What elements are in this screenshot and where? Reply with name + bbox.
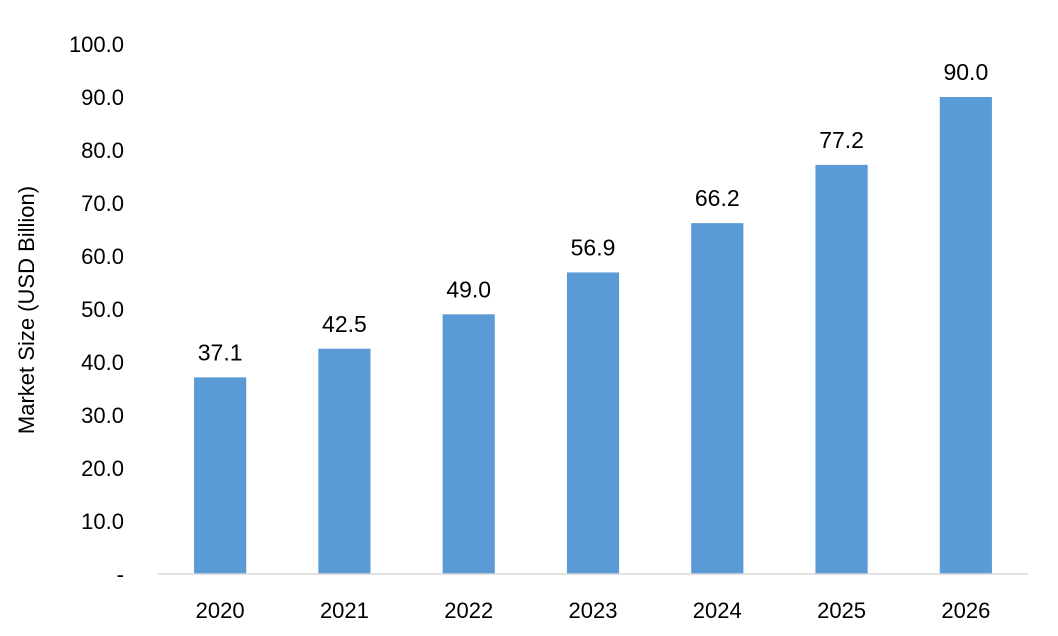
data-label: 37.1 (198, 339, 243, 365)
data-label: 42.5 (322, 311, 367, 337)
bar (442, 314, 495, 574)
y-tick-label: 40.0 (81, 350, 124, 375)
x-tick-label: 2026 (941, 598, 990, 623)
data-label: 49.0 (446, 276, 491, 302)
data-label: 90.0 (943, 59, 988, 85)
bar (691, 223, 744, 574)
y-tick-label: 30.0 (81, 403, 124, 428)
bar (194, 377, 247, 574)
y-axis-ticks: - 10.0 20.0 30.0 40.0 50.0 60.0 70.0 80.0 90.0 100… (69, 32, 124, 587)
x-tick-label: 2020 (196, 598, 245, 623)
bar (566, 272, 620, 574)
data-label: 77.2 (819, 127, 864, 153)
data-label: 66.2 (695, 185, 740, 211)
x-tick-label: 2024 (693, 598, 742, 623)
y-tick-label: 80.0 (81, 138, 124, 163)
y-tick-label: 90.0 (81, 85, 124, 110)
y-tick-label: 50.0 (81, 297, 124, 322)
bar (939, 97, 992, 574)
y-tick-label: 20.0 (81, 456, 124, 481)
y-tick-label: 100.0 (69, 32, 124, 57)
y-tick-label: 70.0 (81, 191, 124, 216)
bars (194, 97, 992, 574)
y-tick-label: 60.0 (81, 244, 124, 269)
x-tick-label: 2023 (569, 598, 618, 623)
data-label: 56.9 (571, 234, 616, 260)
x-axis-ticks: 2020 2021 2022 2023 2024 2025 2026 (196, 598, 991, 623)
x-tick-label: 2025 (817, 598, 866, 623)
bar (815, 164, 868, 574)
y-tick-label: 10.0 (81, 509, 124, 534)
y-axis-title: Market Size (USD Billion) (14, 186, 39, 434)
x-tick-label: 2021 (320, 598, 369, 623)
bar (318, 348, 371, 574)
data-labels: 37.1 42.5 49.0 56.9 66.2 77.2 90.0 (198, 59, 988, 365)
y-tick-label: - (117, 562, 124, 587)
x-tick-label: 2022 (444, 598, 493, 623)
